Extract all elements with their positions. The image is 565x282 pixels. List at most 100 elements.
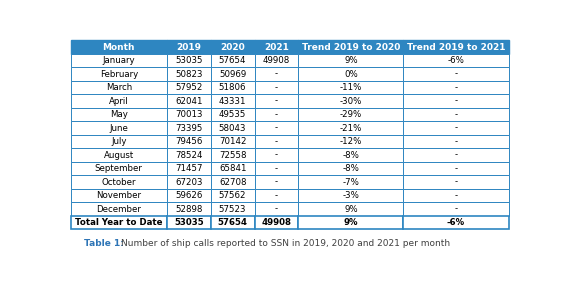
Bar — [255, 202, 298, 216]
Text: 62041: 62041 — [175, 96, 203, 105]
Bar — [298, 67, 403, 81]
Bar — [255, 189, 298, 202]
Text: Table 1:: Table 1: — [84, 239, 124, 248]
Text: 57654: 57654 — [219, 56, 246, 65]
Bar — [403, 202, 508, 216]
Bar — [167, 148, 211, 162]
Text: 67203: 67203 — [175, 178, 203, 186]
Bar — [211, 175, 255, 189]
Text: -30%: -30% — [340, 96, 362, 105]
Text: 57654: 57654 — [218, 218, 247, 227]
Bar — [71, 216, 167, 229]
Bar — [71, 54, 167, 67]
Bar — [167, 81, 211, 94]
Bar — [298, 54, 403, 67]
Bar — [403, 175, 508, 189]
Text: -6%: -6% — [447, 56, 464, 65]
Text: -: - — [275, 83, 278, 92]
Text: -: - — [454, 70, 458, 79]
Bar — [255, 94, 298, 108]
Bar — [298, 202, 403, 216]
Bar — [71, 148, 167, 162]
Text: 79456: 79456 — [175, 137, 202, 146]
Text: January: January — [102, 56, 135, 65]
Bar — [167, 216, 211, 229]
Text: 49535: 49535 — [219, 110, 246, 119]
Text: February: February — [99, 70, 138, 79]
Bar — [167, 121, 211, 135]
Bar — [211, 189, 255, 202]
Bar — [167, 40, 211, 54]
Text: 70142: 70142 — [219, 137, 246, 146]
Text: -: - — [275, 124, 278, 133]
Bar — [255, 81, 298, 94]
Bar — [71, 108, 167, 121]
Text: -: - — [454, 164, 458, 173]
Text: -6%: -6% — [447, 218, 465, 227]
Text: July: July — [111, 137, 127, 146]
Bar — [211, 162, 255, 175]
Bar — [71, 135, 167, 148]
Bar — [211, 81, 255, 94]
Text: 73395: 73395 — [175, 124, 202, 133]
Text: April: April — [109, 96, 129, 105]
Text: -: - — [275, 164, 278, 173]
Text: -8%: -8% — [342, 164, 359, 173]
Bar — [71, 202, 167, 216]
Bar — [403, 94, 508, 108]
Bar — [403, 216, 508, 229]
Bar — [298, 121, 403, 135]
Text: 2021: 2021 — [264, 43, 289, 52]
Bar — [167, 189, 211, 202]
Text: -: - — [275, 204, 278, 213]
Text: 72558: 72558 — [219, 151, 246, 160]
Text: 58043: 58043 — [219, 124, 246, 133]
Bar — [211, 94, 255, 108]
Bar — [167, 108, 211, 121]
Bar — [167, 54, 211, 67]
Bar — [298, 162, 403, 175]
Bar — [403, 148, 508, 162]
Bar — [71, 189, 167, 202]
Text: -: - — [454, 178, 458, 186]
Text: -: - — [275, 151, 278, 160]
Bar — [403, 108, 508, 121]
Bar — [211, 216, 255, 229]
Text: 53035: 53035 — [174, 218, 203, 227]
Bar — [255, 148, 298, 162]
Text: 57562: 57562 — [219, 191, 246, 200]
Bar — [167, 202, 211, 216]
Bar — [211, 40, 255, 54]
Bar — [403, 81, 508, 94]
Bar — [211, 108, 255, 121]
Bar — [71, 94, 167, 108]
Bar — [167, 162, 211, 175]
Bar — [167, 94, 211, 108]
Text: Trend 2019 to 2021: Trend 2019 to 2021 — [407, 43, 505, 52]
Bar — [298, 148, 403, 162]
Text: 78524: 78524 — [175, 151, 203, 160]
Text: -: - — [275, 137, 278, 146]
Bar — [255, 108, 298, 121]
Text: -: - — [454, 110, 458, 119]
Text: 43331: 43331 — [219, 96, 246, 105]
Bar — [211, 135, 255, 148]
Bar — [71, 175, 167, 189]
Bar — [211, 54, 255, 67]
Text: -3%: -3% — [342, 191, 359, 200]
Text: -: - — [275, 70, 278, 79]
Text: -12%: -12% — [340, 137, 362, 146]
Text: 59626: 59626 — [175, 191, 202, 200]
Bar — [71, 121, 167, 135]
Bar — [298, 216, 403, 229]
Text: Trend 2019 to 2020: Trend 2019 to 2020 — [302, 43, 400, 52]
Text: 51806: 51806 — [219, 83, 246, 92]
Bar — [71, 67, 167, 81]
Text: 0%: 0% — [344, 70, 358, 79]
Bar — [403, 40, 508, 54]
Bar — [255, 162, 298, 175]
Text: September: September — [95, 164, 143, 173]
Bar — [211, 148, 255, 162]
Text: 65841: 65841 — [219, 164, 246, 173]
Text: December: December — [97, 204, 141, 213]
